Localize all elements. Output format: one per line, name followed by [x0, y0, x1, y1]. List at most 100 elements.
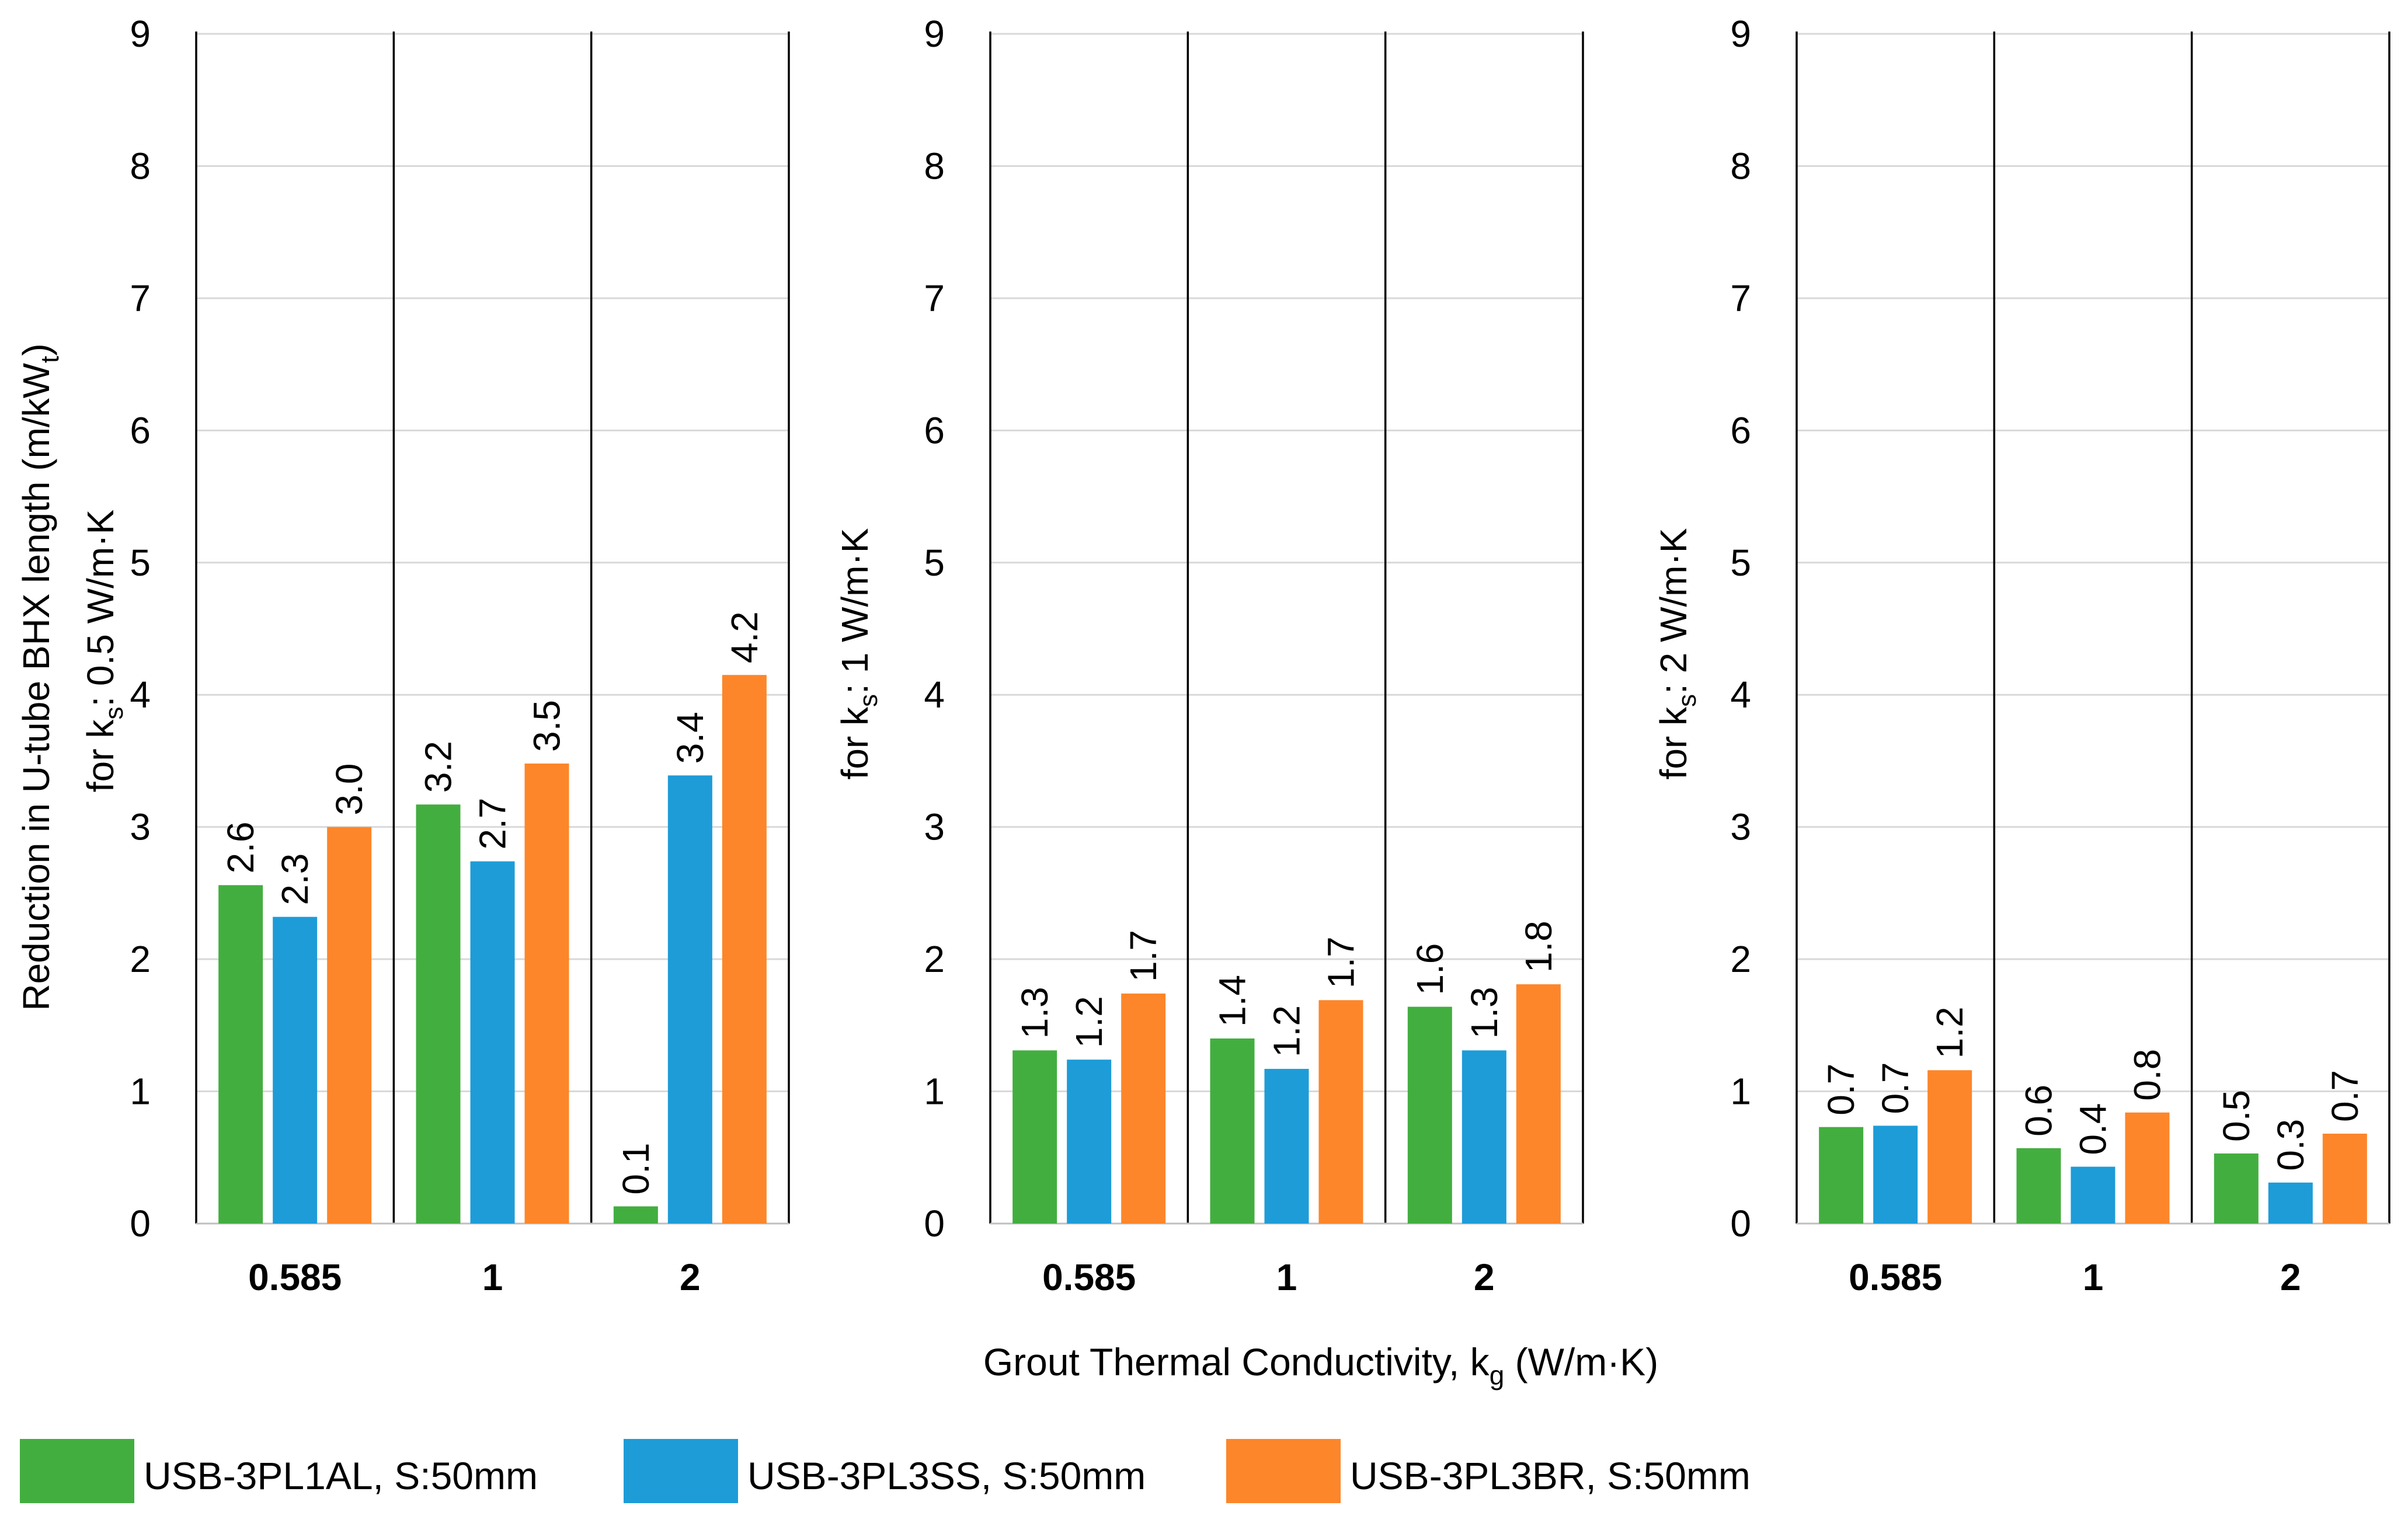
data-label: 0.7 [1820, 1064, 1862, 1116]
panel-ks-0-5: 0 1 2 3 4 5 6 7 8 9 2.6 2.3 3.0 0.585 3.2 2.7 3.5 1 0.1 3.4… [130, 13, 790, 1298]
legend-label-usb-3pl3br: USB-3PL3BR, S:50mm [1350, 1454, 1751, 1497]
x-category-label: 0.585 [1849, 1256, 1942, 1298]
x-category-label: 0.585 [1042, 1256, 1136, 1298]
bar [1927, 1070, 1972, 1224]
bar [667, 775, 712, 1224]
legend-label-usb-3pl1al: USB-3PL1AL, S:50mm [144, 1454, 538, 1497]
data-label: 1.8 [1518, 921, 1560, 973]
panel-ks-1: 0 1 2 3 4 5 6 7 8 9 1.3 1.2 1.7 0.585 1.4 1.2 1.7 1 1.6 1.3… [924, 13, 1584, 1298]
bar [327, 827, 372, 1224]
data-label: 3.5 [526, 700, 568, 752]
bar [722, 675, 767, 1224]
x-category-label: 1 [1276, 1256, 1297, 1298]
bar [524, 763, 569, 1224]
x-category-label: 2 [680, 1256, 701, 1298]
data-label: 1.2 [1068, 996, 1110, 1048]
panel-3-ylabel: for ks: 2 W/m·K [1652, 528, 1701, 780]
y-tick-label: 3 [130, 806, 151, 848]
data-label: 3.0 [328, 764, 370, 815]
bar [1407, 1006, 1452, 1224]
bar [1121, 993, 1166, 1224]
data-label: 0.1 [615, 1143, 657, 1195]
bar [1264, 1069, 1309, 1224]
data-label: 0.7 [1874, 1062, 1916, 1114]
data-label: 2.6 [220, 821, 262, 873]
bar [2322, 1134, 2367, 1224]
bar [416, 804, 461, 1224]
y-tick-label: 7 [924, 277, 945, 319]
bar [1318, 1000, 1363, 1224]
y-tick-label: 9 [130, 13, 151, 55]
y-tick-label: 2 [130, 938, 151, 980]
y-tick-label: 0 [924, 1203, 945, 1245]
bar [2268, 1182, 2313, 1224]
y-tick-label: 7 [130, 277, 151, 319]
panel-1-ylabel: for ks: 0.5 W/m·K [79, 510, 128, 792]
x-category-label: 2 [1474, 1256, 1495, 1298]
data-label: 1.6 [1409, 943, 1451, 995]
bar [273, 916, 318, 1224]
data-label: 3.2 [417, 741, 460, 793]
y-tick-label: 9 [924, 13, 945, 55]
y-tick-label: 1 [924, 1071, 945, 1113]
data-label: 3.4 [669, 712, 711, 764]
data-label: 2.3 [274, 853, 316, 905]
bar [2016, 1148, 2061, 1224]
legend-swatch-usb-3pl3ss [624, 1439, 738, 1503]
y-tick-label: 4 [1730, 674, 1751, 716]
bar [470, 861, 515, 1224]
y-axis-label-main: Reduction in U-tube BHX length (m/kWt) [15, 343, 64, 1010]
x-axis-label: Grout Thermal Conductivity, kg (W/m·K) [983, 1340, 1658, 1390]
data-label: 0.5 [2215, 1090, 2257, 1142]
data-label: 0.3 [2270, 1119, 2312, 1171]
legend-label-usb-3pl3ss: USB-3PL3SS, S:50mm [747, 1454, 1146, 1497]
data-label: 0.6 [2018, 1085, 2060, 1137]
data-label: 0.7 [2324, 1070, 2366, 1122]
y-tick-label: 8 [1730, 145, 1751, 187]
bar [1012, 1050, 1057, 1224]
panel-2-ylabel: for ks: 1 W/m·K [834, 528, 883, 780]
legend: USB-3PL1AL, S:50mm USB-3PL3SS, S:50mm US… [20, 1439, 1751, 1503]
data-label: 1.2 [1929, 1006, 1971, 1058]
legend-swatch-usb-3pl3br [1226, 1439, 1341, 1503]
panel-ks-2: 0 1 2 3 4 5 6 7 8 9 0.7 0.7 1.2 0.585 0.6 0.4 0.8 1 0.5 0.3… [1730, 13, 2390, 1298]
bar [613, 1206, 658, 1224]
data-label: 1.3 [1014, 987, 1056, 1038]
data-label: 1.7 [1122, 930, 1164, 982]
data-label: 1.7 [1320, 936, 1362, 988]
y-tick-label: 8 [130, 145, 151, 187]
y-tick-label: 4 [130, 674, 151, 716]
bar [2214, 1153, 2259, 1224]
y-tick-label: 1 [1730, 1071, 1751, 1113]
bar [1067, 1060, 1112, 1224]
data-label: 0.4 [2072, 1103, 2114, 1155]
bar [1819, 1127, 1864, 1224]
y-tick-label: 5 [130, 542, 151, 584]
legend-swatch-usb-3pl1al [20, 1439, 134, 1503]
y-tick-label: 5 [1730, 542, 1751, 584]
y-tick-label: 4 [924, 674, 945, 716]
x-category-label: 1 [482, 1256, 503, 1298]
data-label: 4.2 [723, 611, 765, 663]
y-tick-label: 2 [924, 938, 945, 980]
y-tick-label: 2 [1730, 938, 1751, 980]
data-label: 2.7 [472, 798, 514, 850]
bar [2071, 1166, 2115, 1224]
bar [2125, 1112, 2170, 1224]
y-tick-label: 6 [1730, 409, 1751, 451]
y-tick-label: 7 [1730, 277, 1751, 319]
y-tick-label: 0 [130, 1203, 151, 1245]
y-tick-label: 3 [1730, 806, 1751, 848]
x-category-label: 1 [2083, 1256, 2104, 1298]
bar [1210, 1038, 1255, 1224]
y-tick-label: 1 [130, 1071, 151, 1113]
bar [1461, 1050, 1506, 1224]
bar [1873, 1125, 1918, 1224]
x-category-label: 0.585 [248, 1256, 342, 1298]
data-label: 0.8 [2127, 1049, 2169, 1101]
data-label: 1.2 [1266, 1005, 1308, 1057]
data-label: 1.4 [1212, 975, 1254, 1027]
y-tick-label: 5 [924, 542, 945, 584]
bar [218, 885, 263, 1224]
